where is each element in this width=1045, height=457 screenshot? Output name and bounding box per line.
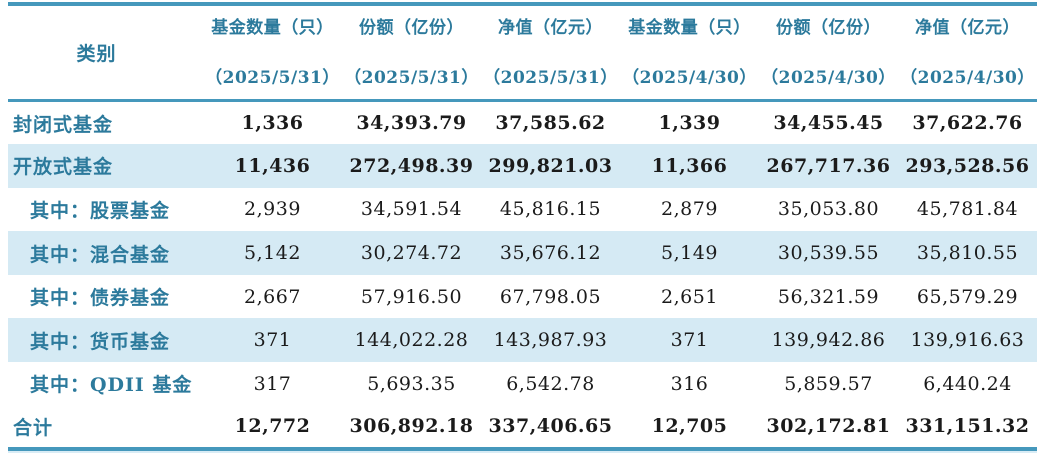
row-label: 合计 bbox=[13, 416, 54, 439]
cell-value: 2,879 bbox=[661, 198, 718, 221]
cell-value: 34,393.79 bbox=[356, 112, 467, 135]
header-col-title: 份额（亿份） bbox=[776, 18, 881, 38]
cell-value: 317 bbox=[253, 372, 292, 395]
cell-value: 5,859.57 bbox=[784, 372, 873, 395]
header-col-count-apr: 基金数量（只） （2025/4/30） bbox=[620, 4, 759, 102]
row-label: 开放式基金 bbox=[13, 156, 114, 179]
header-col-title: 基金数量（只） bbox=[211, 18, 334, 38]
cell-value: 35,053.80 bbox=[777, 198, 880, 221]
cell-value: 45,781.84 bbox=[916, 198, 1019, 221]
cell-value: 299,821.03 bbox=[488, 154, 613, 177]
cell-value: 34,591.54 bbox=[360, 198, 463, 221]
table-row-bond: 其中：债券基金 2,667 57,916.50 67,798.05 2,651 … bbox=[8, 275, 1037, 319]
cell-value: 293,528.56 bbox=[905, 154, 1030, 177]
header-col-date: （2025/5/31） bbox=[344, 68, 479, 88]
row-label: 其中：货币基金 bbox=[30, 330, 171, 353]
header-col-date: （2025/5/31） bbox=[483, 68, 618, 88]
cell-value: 371 bbox=[670, 329, 709, 352]
cell-value: 56,321.59 bbox=[777, 285, 880, 308]
row-label: 封闭式基金 bbox=[13, 113, 114, 136]
cell-value: 5,142 bbox=[244, 242, 301, 265]
header-col-date: （2025/5/31） bbox=[205, 68, 340, 88]
table-row-closed-end: 封闭式基金 1,336 34,393.79 37,585.62 1,339 34… bbox=[8, 101, 1037, 145]
cell-value: 316 bbox=[670, 372, 709, 395]
table-row-open-end: 开放式基金 11,436 272,498.39 299,821.03 11,36… bbox=[8, 144, 1037, 188]
cell-value: 12,705 bbox=[651, 415, 728, 438]
row-label: 其中：债券基金 bbox=[30, 287, 171, 310]
header-category: 类别 bbox=[8, 4, 203, 102]
table-row-equity: 其中：股票基金 2,939 34,591.54 45,816.15 2,879 … bbox=[8, 188, 1037, 232]
fund-statistics-table-wrap: 类别 基金数量（只） （2025/5/31） 份额（亿份） （2025/5/31… bbox=[8, 2, 1037, 454]
cell-value: 30,274.72 bbox=[360, 242, 463, 265]
cell-value: 267,717.36 bbox=[766, 154, 891, 177]
header-col-title: 净值（亿元） bbox=[915, 18, 1020, 38]
table-bottom-strip bbox=[8, 451, 1037, 454]
cell-value: 34,455.45 bbox=[773, 112, 884, 135]
row-label: 其中：混合基金 bbox=[30, 243, 171, 266]
table-body: 封闭式基金 1,336 34,393.79 37,585.62 1,339 34… bbox=[8, 101, 1037, 450]
cell-value: 37,585.62 bbox=[495, 112, 606, 135]
header-col-shares-may: 份额（亿份） （2025/5/31） bbox=[342, 4, 481, 102]
header-col-date: （2025/4/30） bbox=[761, 68, 896, 88]
cell-value: 35,810.55 bbox=[916, 242, 1019, 265]
header-col-date: （2025/4/30） bbox=[900, 68, 1035, 88]
cell-value: 371 bbox=[253, 329, 292, 352]
header-col-title: 净值（亿元） bbox=[498, 18, 603, 38]
cell-value: 2,667 bbox=[244, 285, 301, 308]
cell-value: 57,916.50 bbox=[360, 285, 463, 308]
table-row-money-market: 其中：货币基金 371 144,022.28 143,987.93 371 13… bbox=[8, 318, 1037, 363]
cell-value: 2,651 bbox=[661, 285, 718, 308]
cell-value: 302,172.81 bbox=[766, 415, 891, 438]
fund-statistics-table: 类别 基金数量（只） （2025/5/31） 份额（亿份） （2025/5/31… bbox=[8, 2, 1037, 452]
cell-value: 2,939 bbox=[244, 198, 301, 221]
cell-value: 337,406.65 bbox=[488, 415, 613, 438]
cell-value: 306,892.18 bbox=[349, 415, 474, 438]
cell-value: 11,436 bbox=[234, 154, 311, 177]
cell-value: 6,440.24 bbox=[923, 372, 1012, 395]
cell-value: 30,539.55 bbox=[777, 242, 880, 265]
header-col-shares-apr: 份额（亿份） （2025/4/30） bbox=[759, 4, 898, 102]
row-label: 其中：QDII 基金 bbox=[30, 374, 193, 397]
cell-value: 272,498.39 bbox=[349, 154, 474, 177]
cell-value: 144,022.28 bbox=[354, 329, 469, 352]
cell-value: 331,151.32 bbox=[905, 415, 1030, 438]
cell-value: 11,366 bbox=[651, 154, 728, 177]
table-row-total: 合计 12,772 306,892.18 337,406.65 12,705 3… bbox=[8, 406, 1037, 450]
cell-value: 6,542.78 bbox=[506, 372, 595, 395]
cell-value: 139,942.86 bbox=[771, 329, 886, 352]
table-row-hybrid: 其中：混合基金 5,142 30,274.72 35,676.12 5,149 … bbox=[8, 231, 1037, 275]
row-label: 其中：股票基金 bbox=[30, 199, 171, 222]
header-col-nav-may: 净值（亿元） （2025/5/31） bbox=[481, 4, 620, 102]
cell-value: 139,916.63 bbox=[910, 329, 1025, 352]
cell-value: 143,987.93 bbox=[493, 329, 608, 352]
cell-value: 1,336 bbox=[241, 112, 304, 135]
table-header: 类别 基金数量（只） （2025/5/31） 份额（亿份） （2025/5/31… bbox=[8, 4, 1037, 102]
cell-value: 67,798.05 bbox=[499, 285, 602, 308]
header-row: 类别 基金数量（只） （2025/5/31） 份额（亿份） （2025/5/31… bbox=[8, 4, 1037, 102]
header-col-title: 基金数量（只） bbox=[628, 18, 751, 38]
cell-value: 1,339 bbox=[658, 112, 721, 135]
cell-value: 35,676.12 bbox=[499, 242, 602, 265]
cell-value: 5,149 bbox=[661, 242, 718, 265]
header-col-count-may: 基金数量（只） （2025/5/31） bbox=[203, 4, 342, 102]
cell-value: 45,816.15 bbox=[499, 198, 602, 221]
cell-value: 37,622.76 bbox=[912, 112, 1023, 135]
header-col-title: 份额（亿份） bbox=[359, 18, 464, 38]
header-col-nav-apr: 净值（亿元） （2025/4/30） bbox=[898, 4, 1037, 102]
cell-value: 65,579.29 bbox=[916, 285, 1019, 308]
table-row-qdii: 其中：QDII 基金 317 5,693.35 6,542.78 316 5,8… bbox=[8, 362, 1037, 406]
cell-value: 5,693.35 bbox=[367, 372, 456, 395]
header-col-date: （2025/4/30） bbox=[622, 68, 757, 88]
cell-value: 12,772 bbox=[234, 415, 311, 438]
